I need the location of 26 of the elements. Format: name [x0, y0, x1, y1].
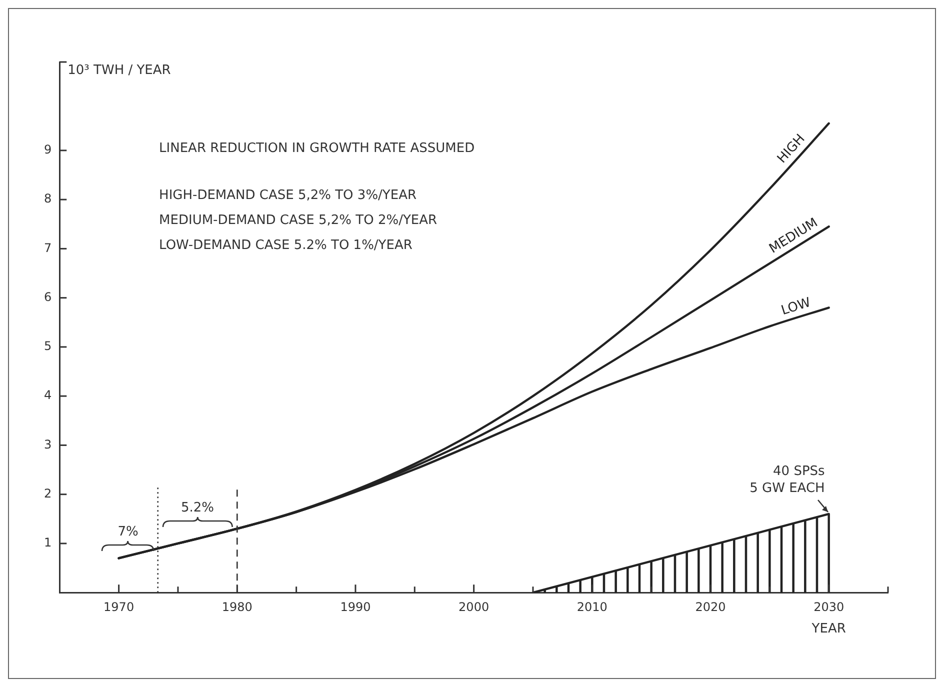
y-tick-label: 3	[44, 437, 52, 452]
y-tick-label: 2	[44, 486, 52, 500]
y-tick-label: 5	[44, 339, 52, 354]
x-tick-label: 2020	[695, 600, 726, 614]
annotation: HIGH-DEMAND CASE 5,2% TO 3%/YEAR	[159, 188, 417, 204]
annotation: MEDIUM-DEMAND CASE 5,2% TO 2%/YEAR	[159, 213, 438, 228]
x-tick-label: 2030	[814, 600, 844, 614]
y-tick-label: 6	[44, 290, 52, 304]
y-tick-label: 1	[44, 536, 52, 550]
x-tick-label: 1970	[104, 600, 134, 614]
x-tick-label: 2010	[576, 600, 608, 614]
y-tick-label: 4	[44, 388, 52, 402]
annotation: 7%	[118, 524, 138, 540]
annotation: LINEAR REDUCTION IN GROWTH RATE ASSUMED	[159, 141, 475, 156]
text: LOW	[780, 295, 813, 319]
x-axis-title: YEAR	[810, 622, 846, 637]
annotation: 40 SPSs 5 GW EACH	[750, 464, 826, 496]
y-tick-label: 9	[44, 142, 52, 157]
x-tick-label: 1980	[222, 600, 252, 614]
y-tick-label: 7	[44, 240, 52, 255]
x-tick-label: 1990	[340, 600, 371, 614]
y-tick-label: 8	[44, 192, 52, 206]
x-tick-label: 2000	[458, 600, 490, 614]
annotation: 5.2%	[180, 500, 214, 516]
annotation: LOW-DEMAND CASE 5.2% TO 1%/YEAR	[159, 238, 412, 254]
y-axis-title: 10³ TWH / YEAR	[68, 63, 171, 78]
